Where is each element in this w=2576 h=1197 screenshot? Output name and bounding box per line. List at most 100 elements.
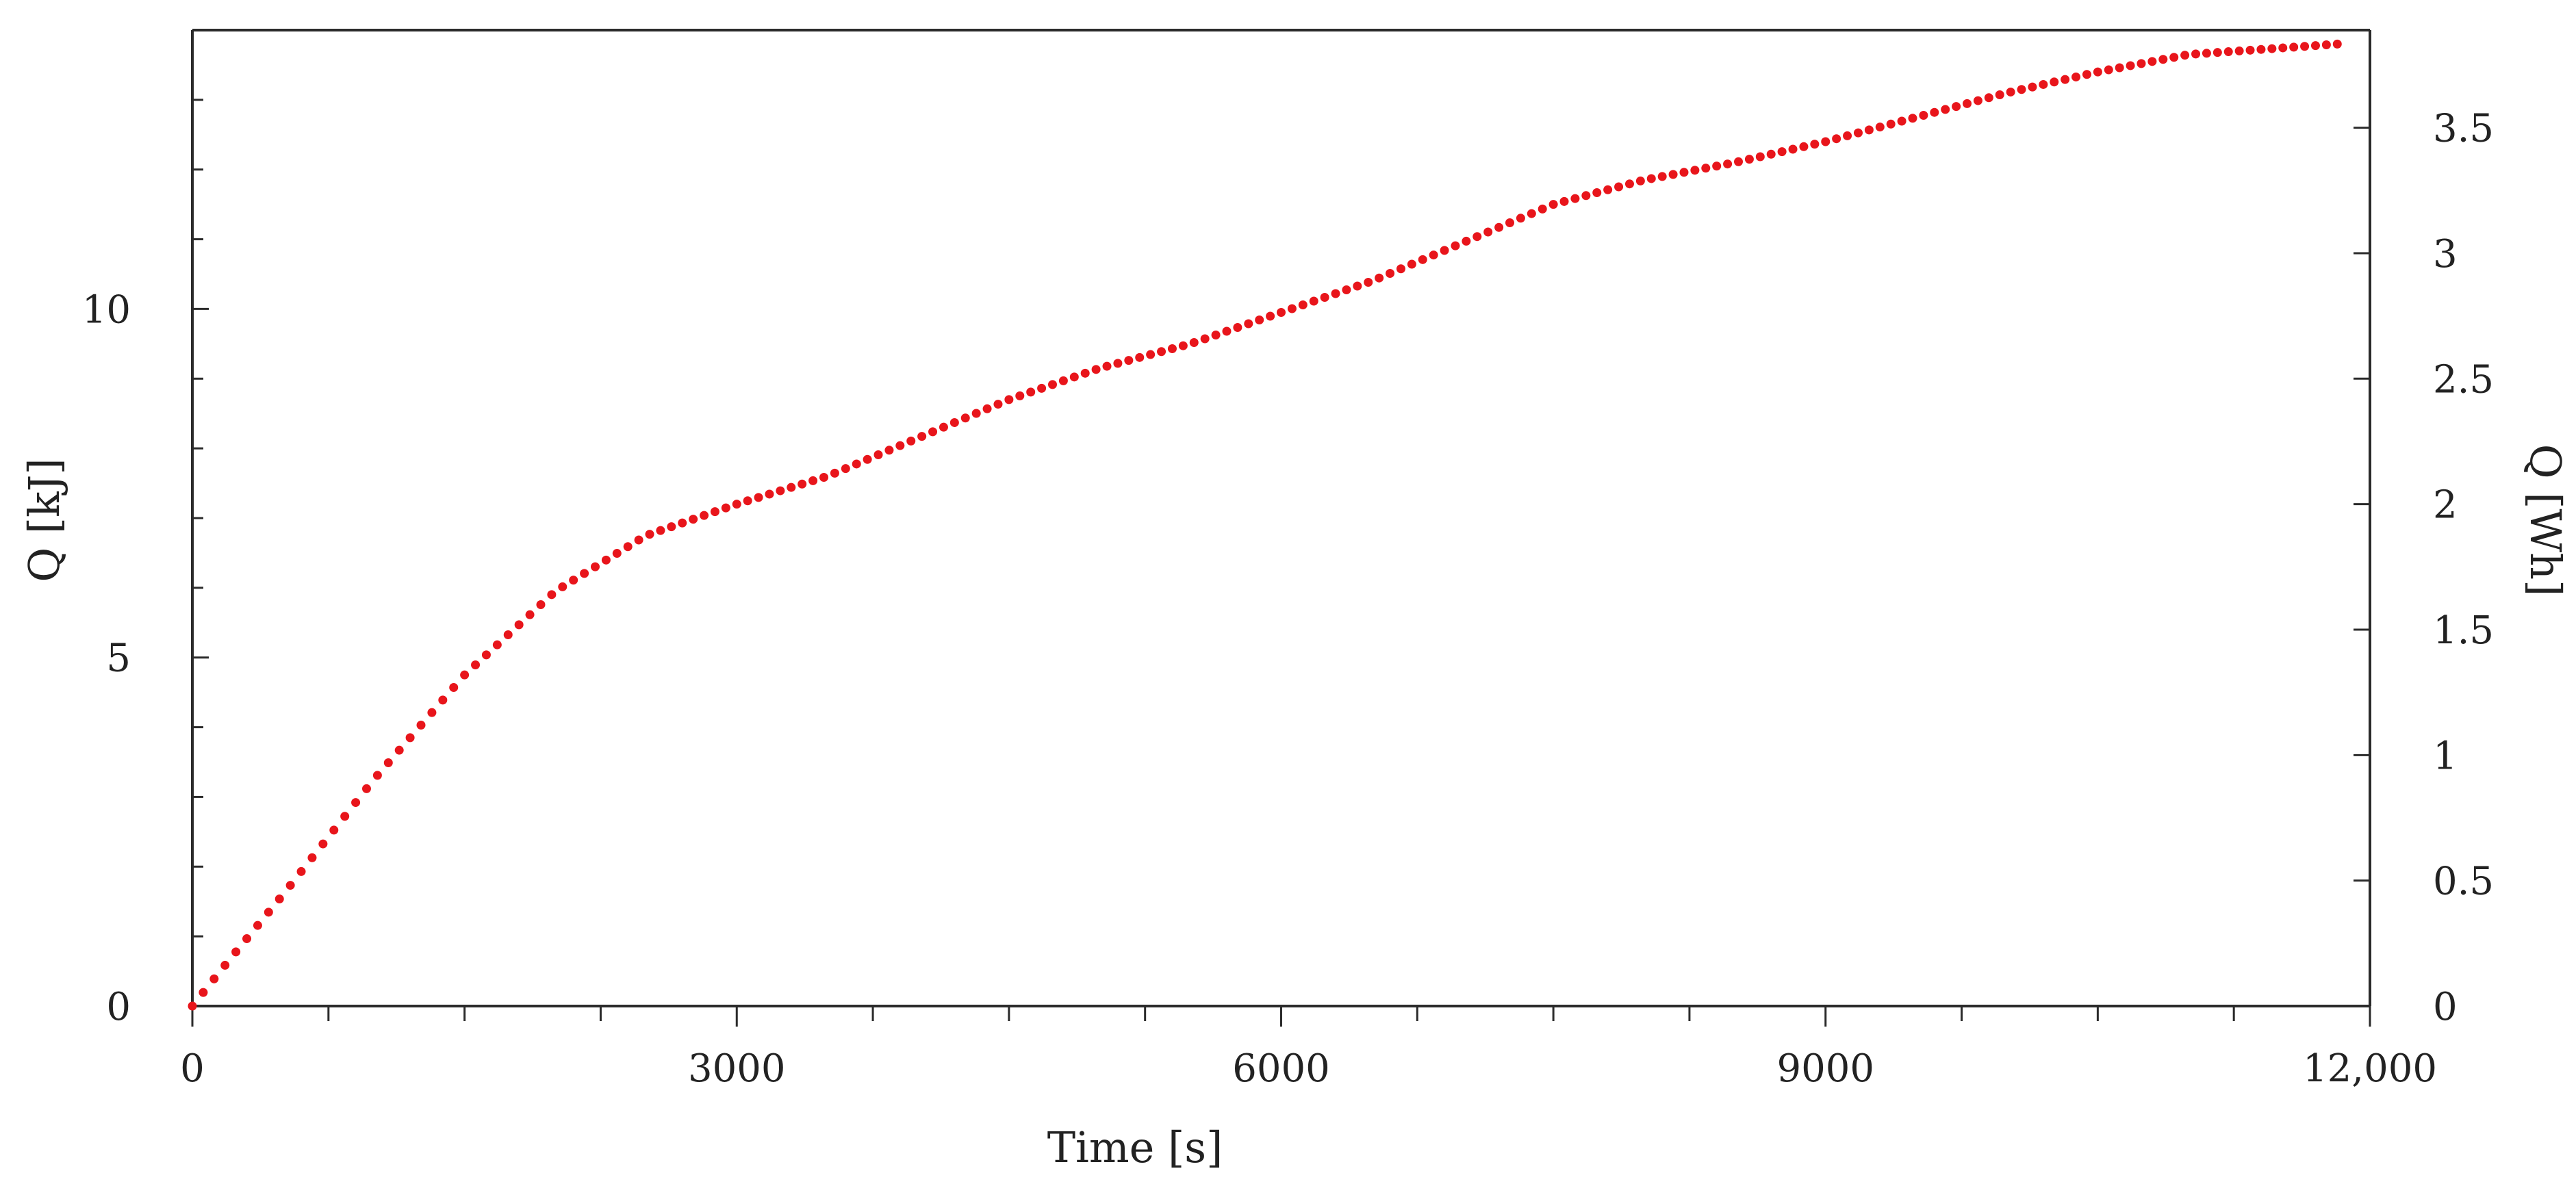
data-point (1386, 268, 1395, 278)
data-point (1788, 144, 1798, 154)
data-point (1832, 134, 1841, 144)
data-point (1124, 356, 1134, 365)
x-tick-label: 12,000 (2303, 1046, 2437, 1091)
data-point (536, 600, 546, 610)
data-point (1255, 316, 1264, 325)
data-point (2256, 44, 2266, 54)
data-point (253, 921, 262, 930)
y2-axis-ticks: 0 0.5 1 1.5 2 2.5 3 3.5 (2354, 107, 2494, 1029)
data-point (1538, 204, 1547, 214)
data-point (2321, 40, 2331, 49)
x-tick-label: 6000 (1232, 1046, 1330, 1091)
data-point (1244, 319, 1253, 329)
data-point (1353, 281, 1362, 291)
data-point (558, 582, 568, 591)
data-point (1886, 119, 1896, 129)
data-point (971, 409, 981, 418)
y2-tick-label: 3 (2433, 232, 2458, 276)
data-point (1015, 391, 1025, 400)
data-point (1744, 155, 1754, 164)
data-point (264, 908, 273, 917)
data-point (318, 839, 328, 849)
data-point (2332, 39, 2342, 49)
data-point (2115, 63, 2124, 73)
data-point (2158, 55, 2168, 64)
data-point (1342, 285, 1351, 295)
data-point (1178, 341, 1188, 350)
data-point (721, 503, 730, 513)
data-point (2169, 53, 2179, 62)
data-point (1266, 311, 1275, 321)
data-point (2180, 51, 2190, 60)
data-point (1375, 273, 1384, 283)
data-point (1146, 350, 1156, 359)
y-axis-title: Q [kJ] (19, 458, 69, 582)
data-point (776, 486, 785, 495)
data-point (1799, 142, 1809, 151)
data-point (569, 576, 578, 585)
y2-tick-label: 0.5 (2433, 860, 2494, 904)
data-point (634, 535, 643, 545)
data-point (1570, 194, 1580, 203)
data-point (361, 784, 371, 793)
data-point (460, 670, 470, 680)
y-axis-ticks: 0 5 10 (82, 29, 209, 1029)
data-point (2202, 49, 2211, 58)
data-point (863, 454, 872, 464)
data-point (1821, 137, 1831, 146)
data-point (199, 988, 208, 997)
data-point (1952, 102, 1961, 112)
data-point (1505, 218, 1515, 228)
y2-tick-label: 2 (2433, 483, 2458, 528)
data-point (1407, 259, 1416, 269)
y-tick-label: 5 (106, 636, 131, 681)
data-point (525, 610, 535, 619)
data-point (1451, 241, 1460, 250)
data-point (2104, 65, 2113, 75)
data-point (1963, 99, 1972, 108)
data-point (1875, 123, 1885, 132)
data-point (590, 562, 600, 571)
data-point (1037, 383, 1047, 393)
data-point (1864, 125, 1874, 135)
data-point (1200, 334, 1210, 344)
data-point (372, 771, 382, 780)
data-point (2245, 45, 2255, 55)
data-point (514, 620, 524, 630)
data-point (296, 866, 306, 876)
data-point (1157, 347, 1166, 357)
data-point (884, 446, 894, 455)
data-point (2191, 49, 2201, 59)
y2-tick-label: 1.5 (2433, 608, 2494, 653)
data-point (2267, 44, 2277, 53)
data-point (1908, 114, 1917, 123)
data-point (2061, 75, 2070, 84)
data-point (1331, 289, 1340, 298)
data-point (2223, 47, 2233, 57)
data-point (656, 526, 665, 535)
data-point (798, 479, 807, 489)
data-point (808, 476, 818, 485)
data-point (1189, 338, 1199, 348)
data-point (394, 745, 404, 755)
data-point (852, 459, 861, 469)
data-point (1472, 232, 1482, 242)
data-point (275, 894, 284, 903)
plot-frame (191, 29, 2371, 1007)
data-point (1635, 176, 1645, 185)
data-point (1755, 152, 1765, 162)
data-point (1527, 209, 1536, 218)
x-tick-label: 3000 (688, 1046, 786, 1091)
data-point (819, 473, 828, 482)
data-point (1777, 147, 1787, 157)
data-point (1603, 185, 1613, 194)
data-point (1614, 182, 1624, 192)
data-point (1309, 296, 1318, 306)
data-point (1930, 107, 1939, 117)
data-point (2234, 46, 2244, 55)
data-point (1668, 170, 1678, 179)
data-point (405, 733, 415, 743)
data-point (1712, 162, 1722, 171)
data-point (895, 441, 905, 450)
data-point (939, 422, 948, 432)
